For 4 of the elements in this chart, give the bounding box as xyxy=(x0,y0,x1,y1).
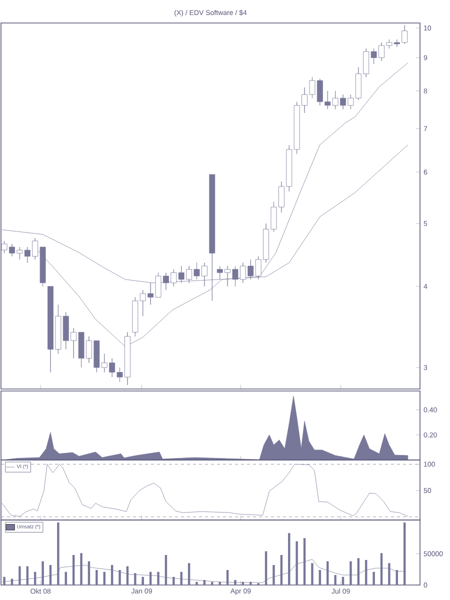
bar xyxy=(103,572,106,585)
bar xyxy=(372,572,375,585)
bar xyxy=(64,572,67,585)
candlestick xyxy=(132,297,138,337)
